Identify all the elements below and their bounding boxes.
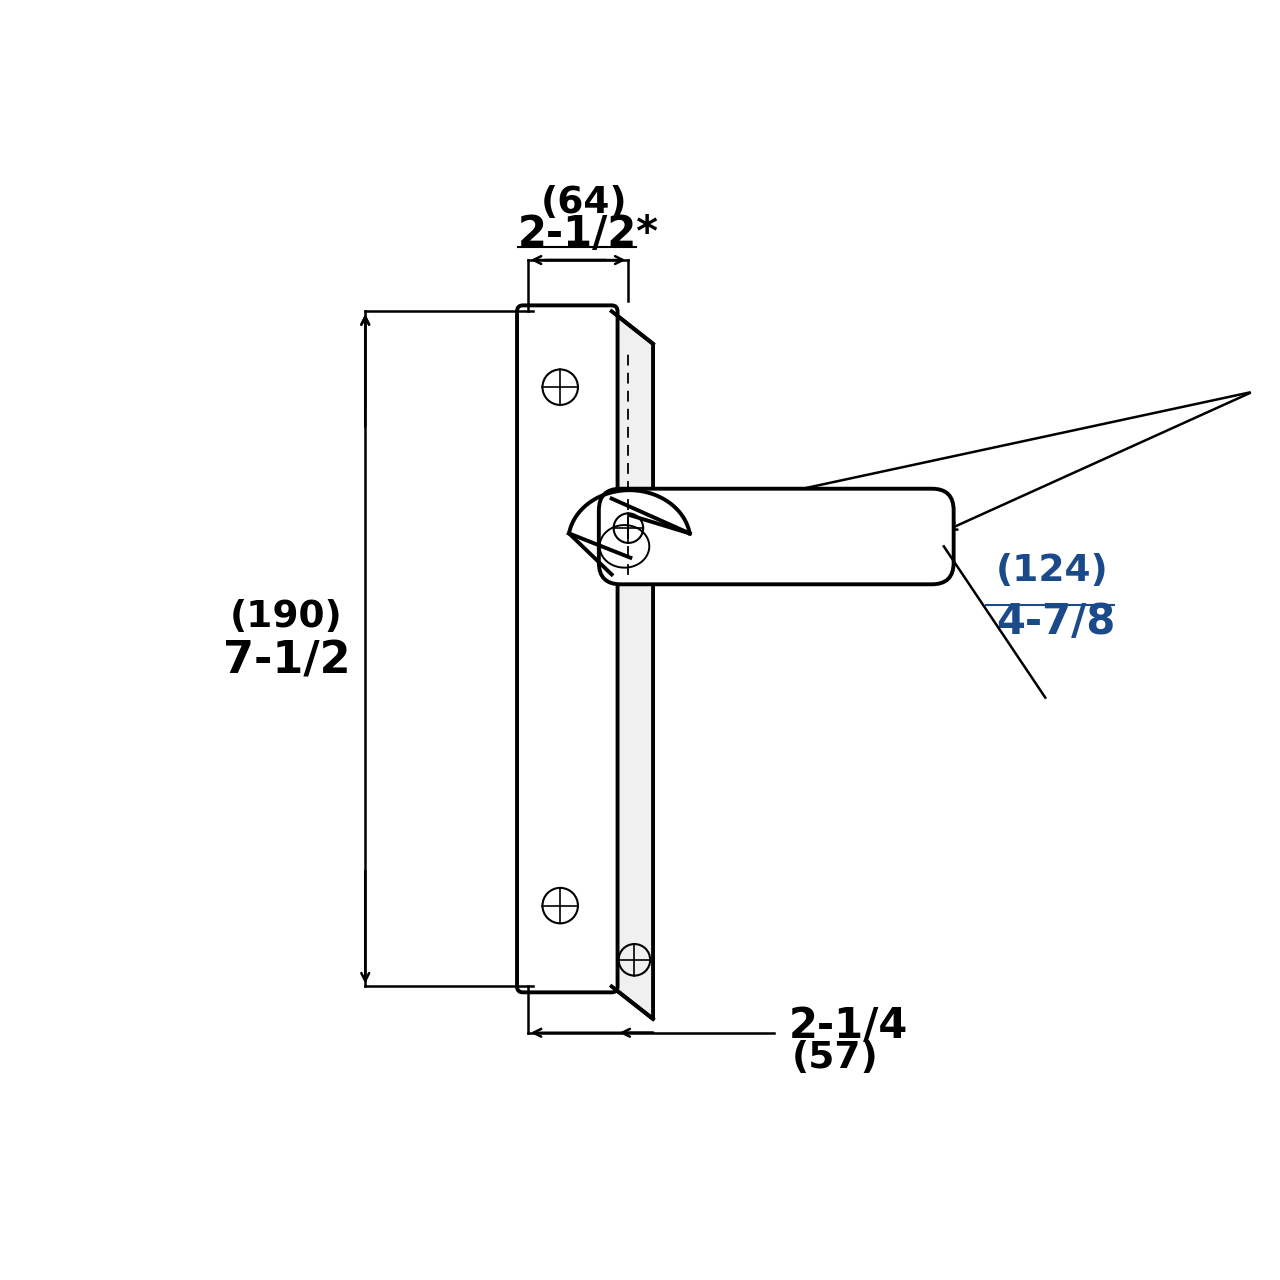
Text: (57): (57) [792, 1041, 879, 1076]
Text: (190): (190) [230, 599, 343, 635]
Text: 4-7/8: 4-7/8 [996, 600, 1115, 643]
FancyBboxPatch shape [599, 489, 954, 584]
Text: (64): (64) [540, 184, 627, 221]
Polygon shape [612, 311, 653, 1019]
Text: (124): (124) [996, 553, 1108, 589]
FancyBboxPatch shape [517, 306, 617, 992]
Text: 2-1/2*: 2-1/2* [518, 214, 659, 256]
Text: 7-1/2: 7-1/2 [223, 640, 351, 682]
Text: 2-1/4: 2-1/4 [788, 1005, 909, 1047]
